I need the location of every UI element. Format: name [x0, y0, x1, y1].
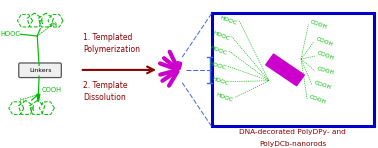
Text: Linkers: Linkers — [29, 68, 51, 73]
Text: H: H — [53, 23, 57, 28]
Text: 2. Template
Dissolution: 2. Template Dissolution — [83, 81, 127, 102]
Text: COOH: COOH — [308, 94, 327, 105]
Text: N: N — [38, 20, 43, 25]
Polygon shape — [37, 94, 40, 102]
Text: DNA-decorated PolyDPy- and: DNA-decorated PolyDPy- and — [239, 129, 346, 135]
Text: HOOC: HOOC — [1, 31, 21, 37]
Text: COOH: COOH — [315, 36, 334, 47]
Text: COOH: COOH — [316, 51, 335, 61]
Text: COOH: COOH — [313, 80, 332, 90]
Text: HOOC: HOOC — [211, 76, 229, 87]
Text: HOOC: HOOC — [208, 62, 226, 71]
Text: HOOC: HOOC — [215, 92, 234, 103]
Text: HOOC: HOOC — [209, 46, 228, 56]
FancyBboxPatch shape — [19, 63, 61, 78]
Text: COOH: COOH — [41, 87, 61, 93]
Text: COOH: COOH — [310, 19, 328, 30]
Text: H: H — [52, 21, 56, 26]
Text: N: N — [29, 107, 34, 112]
Text: COOH: COOH — [316, 66, 335, 75]
Text: HOOC: HOOC — [219, 15, 238, 26]
Text: H: H — [20, 98, 24, 103]
Text: 1. Templated
Polymerization: 1. Templated Polymerization — [83, 33, 140, 54]
Bar — [212, 13, 373, 126]
Polygon shape — [266, 54, 304, 86]
Text: HOOC: HOOC — [212, 31, 230, 42]
Text: PolyDCb-nanorods: PolyDCb-nanorods — [259, 141, 326, 147]
